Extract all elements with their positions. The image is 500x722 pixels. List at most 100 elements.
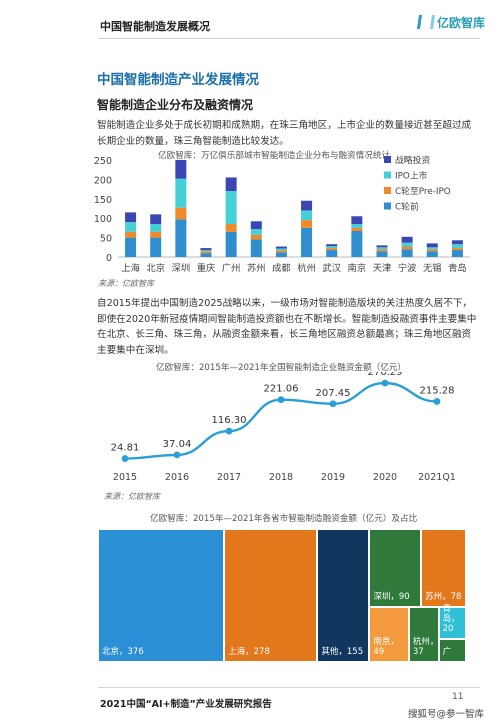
bar-x-tick-label: 北京 [146,262,165,274]
bar-segment [326,244,338,247]
treemap-label: 上海，278 [228,647,270,657]
treemap-label: 其他，155 [321,647,364,657]
bar-chart-axis: 0 50 100 150 200 250 上海 北京 深圳 重庆 广州 苏州 成都 杭州 武汉 南京 天津 宁波无… [94,156,470,274]
bar-segment [125,237,137,257]
bar-segment [150,237,162,257]
bar-x-tick-label: 苏州 [247,262,266,274]
bar-segment [125,212,137,223]
treemap-cell: 杭州，37 [408,606,439,662]
bar-x-tick-label: 杭州 [297,262,316,274]
line-point [173,451,181,459]
bar-segment [175,219,187,257]
line-x-tick-label: 2020 [373,472,397,483]
bar-segment [250,229,262,235]
bar-segment [326,248,338,251]
bar-segment [401,242,413,247]
bar-segment [200,248,212,251]
bar-x-tick-label: 广州 [222,262,241,274]
bar-segment [351,216,363,225]
bar-segment [200,251,212,254]
section-title: 中国智能制造产业发展情况 [97,72,259,88]
header-title: 中国智能制造发展概况 [100,20,210,33]
treemap-cell: 上海，278 [224,529,318,662]
line-chart-marks: 24.81 2015 37.04 2016 116.30 2017 221.06 2018 20… [111,372,456,483]
treemap-label: 杭州，37 [412,636,439,657]
bar-segment [225,191,237,225]
bar-x-tick-label: 深圳 [172,263,191,274]
line-point [121,455,129,462]
watermark: 搜狐号@参一智库 [408,706,485,720]
bar-segment [250,239,262,257]
line-chart: 24.81 2015 37.04 2016 116.30 2017 221.06 2018 20… [111,372,456,483]
treemap-cell: 青岛，20 [438,604,466,640]
bar-segment [150,214,162,225]
line-x-tick-label: 2016 [165,472,189,483]
header-divider [98,38,480,39]
bar-segment [250,221,262,230]
bar-y-tick-label: 100 [94,214,112,225]
bar-y-tick-label: 150 [94,195,112,206]
line-point [277,396,285,404]
bar-x-tick-label: 天津 [373,263,392,274]
line-data-label: 215.28 [420,385,455,396]
line-point [225,427,233,435]
bar-segment [225,224,237,232]
line-data-label: 221.06 [264,384,299,395]
bar-chart-legend: 战略投资 IPO上市 C轮至Pre-IPO C轮前 [384,154,451,213]
legend-label: 战略投资 [395,154,430,166]
bar-segment [250,234,262,240]
bar-segment [175,160,187,179]
bar-segment [351,227,363,232]
bar-segment [200,250,212,252]
bar-segment [451,240,463,245]
logo-text: 亿欧智库 [437,16,486,30]
legend-label: IPO上市 [395,170,428,182]
bar-x-tick-label: 重庆 [197,262,216,274]
bar-segment [125,222,137,232]
bar-chart-marks [125,160,463,257]
bar-segment [426,247,438,250]
bar-chart-source: 来源：亿欧智库 [98,279,154,288]
bar-segment [301,227,313,257]
bar-segment [401,236,413,243]
page-number: 11 [452,692,464,702]
treemap-label: 青岛，20 [442,604,460,635]
bar-segment [451,250,463,257]
bar-segment [275,252,287,257]
line-data-label: 207.45 [316,388,351,399]
legend-swatch [384,171,391,179]
bar-segment [451,244,463,249]
line-chart-source: 来源：亿欧智库 [104,492,160,501]
legend-label: C轮至Pre-IPO [395,185,451,197]
paragraph-2: 自2015年提出中国制造2025战略以来，一级市场对智能制造版块的关注热度久居不… [97,298,477,356]
bar-chart: 0 50 100 150 200 250 上海 北京 深圳 重庆 广州 苏州 成都 杭州 武汉 南京 天津 宁波无… [94,154,470,274]
treemap-label: 深圳，90 [373,591,410,602]
treemap-label: 南京，49 [373,636,399,657]
bar-segment [351,224,363,228]
bar-y-tick-label: 200 [94,175,112,186]
bar-segment [451,248,463,251]
line-point [433,398,441,405]
brand-logo: 亿欧智库 [417,14,486,31]
bar-y-tick-label: 50 [100,234,112,245]
bar-segment [225,231,237,257]
bar-segment [301,210,313,221]
bar-segment [351,231,363,257]
bar-segment [401,246,413,250]
legend-swatch [384,202,391,210]
treemap-label: 苏州，78 [425,591,462,602]
treemap-label: 北京，376 [102,647,144,657]
treemap: 北京，376 上海，278 其他，155 深圳，90 苏州，78 南京，49 杭州，37 青岛… [98,529,466,662]
legend-swatch [384,187,391,194]
bar-y-tick-label: 250 [94,156,112,167]
line-chart-title: 亿欧智库：2015年—2021年全国智能制造企业融资金额（亿元） [156,363,406,373]
treemap-cell: 广 [438,639,466,662]
bar-segment [426,243,438,248]
line-data-label: 276.29 [368,372,403,378]
bar-chart-title: 亿欧智库：万亿俱乐部城市智能制造企业分布与融资情况统计 [158,151,391,161]
line-x-tick-label: 2015 [113,472,137,483]
bar-segment [225,177,237,192]
bar-x-tick-label: 宁波 [398,262,417,274]
line-point [381,379,389,387]
bar-x-tick-label: 武汉 [322,262,341,274]
